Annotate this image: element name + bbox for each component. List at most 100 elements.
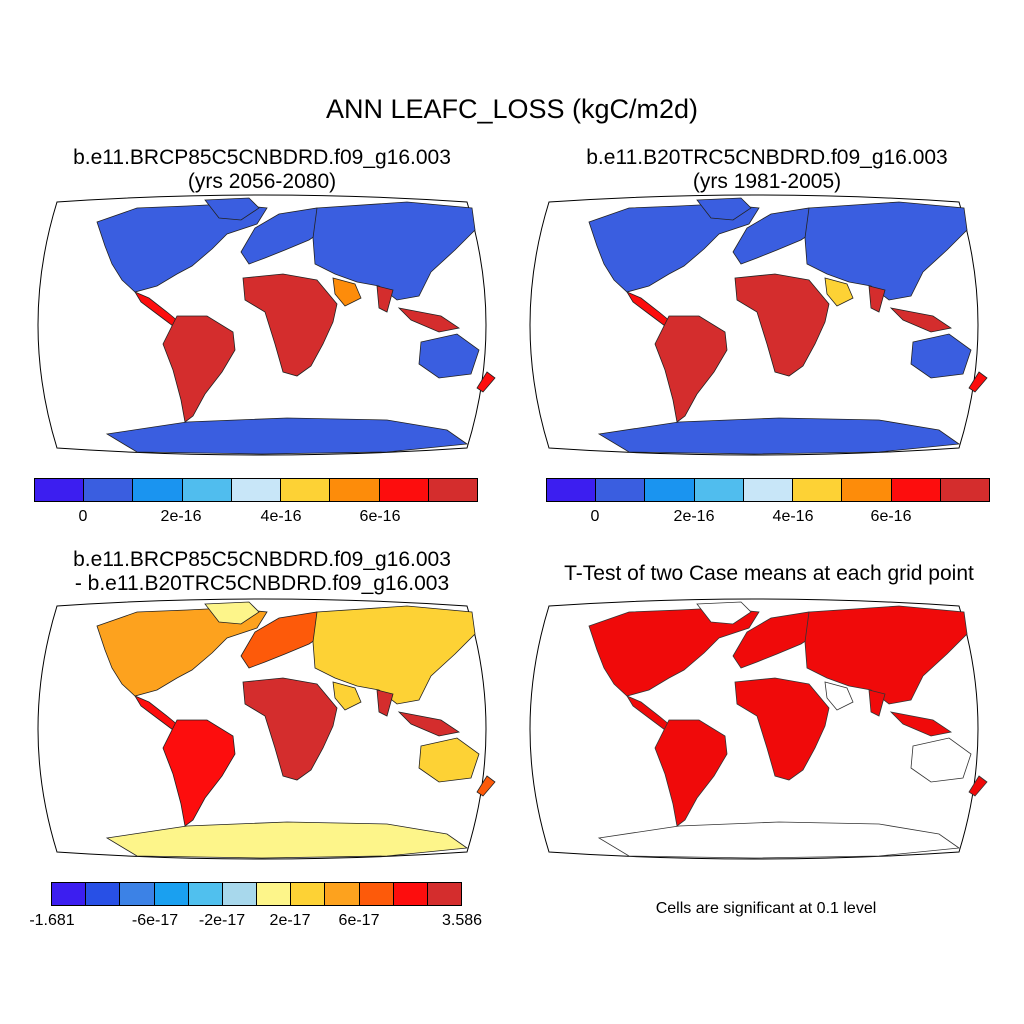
colorbar-tick-label: 6e-16 <box>870 508 912 525</box>
continent-shape <box>397 307 461 333</box>
colorbar-swatch <box>154 883 189 905</box>
panel2-title-line1: b.e11.B20TRC5CNBDRD.f09_g16.003 <box>586 146 948 169</box>
continent-shape <box>204 601 260 625</box>
continent-shape <box>910 333 972 379</box>
significance-note: Cells are significant at 0.1 level <box>655 900 877 917</box>
continent-shape <box>824 681 854 711</box>
main-title: ANN LEAFC_LOSS (kgC/m2d) <box>325 94 699 124</box>
colorbar-swatch <box>330 479 380 501</box>
continent-shape <box>242 677 338 781</box>
continent-shape <box>968 371 988 393</box>
colorbar-swatch <box>325 883 360 905</box>
continent-shape <box>397 711 461 737</box>
colorbar-swatch <box>281 479 331 501</box>
colorbar-tick-label: 6e-17 <box>338 912 380 929</box>
continent-shape <box>654 719 728 827</box>
colorbar-swatch <box>359 883 394 905</box>
continent-shape <box>654 315 728 423</box>
continent-shape <box>476 371 496 393</box>
colorbar-swatch <box>120 883 155 905</box>
continent-shape <box>968 775 988 797</box>
panel2-title-line2: (yrs 1981-2005) <box>692 170 842 193</box>
colorbar-swatch <box>547 479 597 501</box>
colorbar-swatch <box>393 883 428 905</box>
continent-shape <box>889 711 953 737</box>
continent-shape <box>868 285 886 313</box>
continent-shape <box>588 203 760 293</box>
colorbar-swatch <box>428 479 477 501</box>
colorbar-tick-label: 0 <box>78 508 88 525</box>
continent-shape <box>418 333 480 379</box>
continent-shape <box>696 197 752 221</box>
colorbar-swatch <box>940 479 989 501</box>
continent-shape <box>804 605 968 705</box>
colorbar-swatch <box>379 479 429 501</box>
colorbar-swatch <box>86 883 121 905</box>
panel1-title-line1: b.e11.BRCP85C5CNBDRD.f09_g16.003 <box>73 146 451 169</box>
continent-shape <box>804 201 968 301</box>
colorbar-swatch <box>188 883 223 905</box>
colorbar-tick-label: 6e-16 <box>359 508 401 525</box>
continent-shape <box>162 315 236 423</box>
continent-shape <box>868 689 886 717</box>
colorbar-tick-label: 2e-17 <box>269 912 311 929</box>
panel3-map <box>37 598 496 860</box>
continent-shape <box>597 417 961 455</box>
colorbar-swatch <box>291 883 326 905</box>
panel4-title: T-Test of two Case means at each grid po… <box>564 562 974 585</box>
continent-shape <box>734 273 830 377</box>
continent-shape <box>105 821 469 859</box>
colorbar-tick-label: -6e-17 <box>131 912 179 929</box>
colorbar-swatch <box>842 479 892 501</box>
continent-shape <box>204 197 260 221</box>
continent-shape <box>162 719 236 827</box>
panel3-title-line2: - b.e11.B20TRC5CNBDRD.f09_g16.003 <box>74 572 450 595</box>
continent-shape <box>332 681 362 711</box>
panel3-colorbar <box>51 882 462 906</box>
colorbar-swatch <box>743 479 794 501</box>
continent-shape <box>312 605 476 705</box>
continent-shape <box>332 277 362 307</box>
colorbar-swatch <box>257 883 292 905</box>
panel1-colorbar <box>34 478 478 502</box>
colorbar-tick-label: 3.586 <box>441 912 483 929</box>
colorbar-tick-label: 4e-16 <box>260 508 302 525</box>
colorbar-tick-label: 2e-16 <box>160 508 202 525</box>
panel2-colorbar <box>546 478 990 502</box>
continent-shape <box>910 737 972 783</box>
colorbar-swatch <box>84 479 134 501</box>
continent-shape <box>96 203 268 293</box>
colorbar-swatch <box>596 479 646 501</box>
continent-shape <box>418 737 480 783</box>
panel1-map <box>37 194 496 456</box>
continent-shape <box>96 607 268 697</box>
colorbar-swatch <box>427 883 462 905</box>
colorbar-tick-label: -1.681 <box>29 912 75 929</box>
colorbar-swatch <box>793 479 843 501</box>
colorbar-swatch <box>891 479 941 501</box>
panel3-title-line1: b.e11.BRCP85C5CNBDRD.f09_g16.003 <box>73 548 451 571</box>
colorbar-swatch <box>231 479 282 501</box>
continent-shape <box>597 821 961 859</box>
colorbar-tick-label: 2e-16 <box>673 508 715 525</box>
continent-shape <box>476 775 496 797</box>
continent-shape <box>696 601 752 625</box>
continent-shape <box>734 677 830 781</box>
continent-shape <box>889 307 953 333</box>
continent-shape <box>242 273 338 377</box>
colorbar-swatch <box>222 883 258 905</box>
colorbar-swatch <box>52 883 87 905</box>
continent-shape <box>824 277 854 307</box>
continent-shape <box>105 417 469 455</box>
colorbar-swatch <box>133 479 183 501</box>
continent-shape <box>376 689 394 717</box>
colorbar-swatch <box>694 479 744 501</box>
colorbar-swatch <box>35 479 85 501</box>
colorbar-tick-label: 0 <box>590 508 600 525</box>
colorbar-tick-label: 4e-16 <box>772 508 814 525</box>
continent-shape <box>312 201 476 301</box>
colorbar-tick-label: -2e-17 <box>198 912 246 929</box>
panel1-title-line2: (yrs 2056-2080) <box>187 170 337 193</box>
continent-shape <box>588 607 760 697</box>
colorbar-swatch <box>182 479 232 501</box>
